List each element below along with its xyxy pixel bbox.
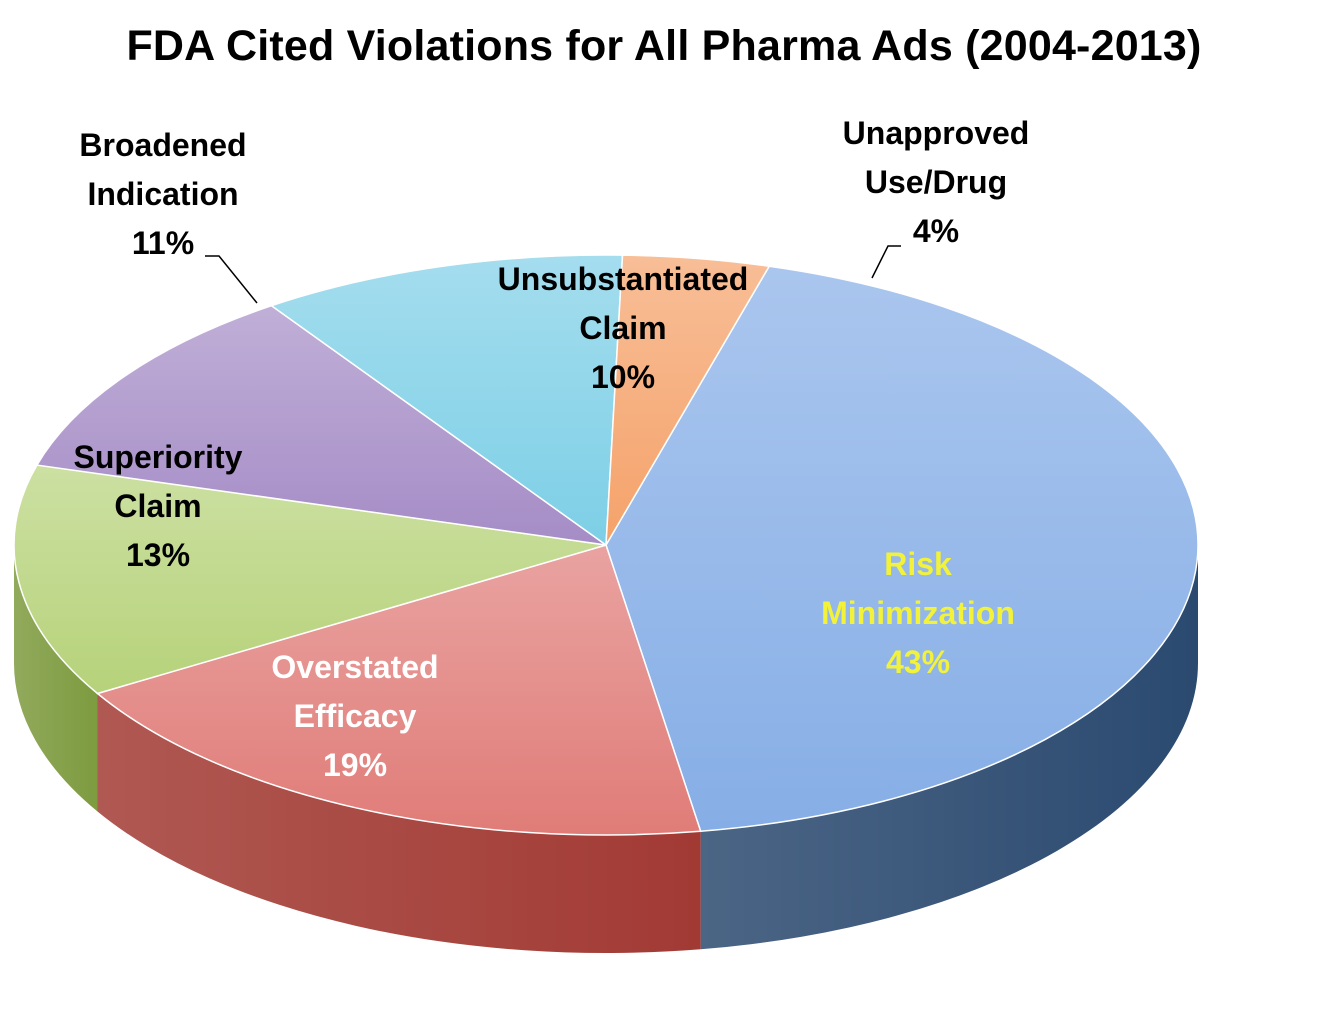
pie-sides — [14, 545, 1198, 953]
slice-percent-label-risk-minimization: 43% — [886, 644, 950, 680]
slice-label-overstated-efficacy: Overstated — [271, 649, 438, 685]
pie-slice-risk-minimization — [605, 265, 1199, 833]
pie-side-risk-minimization — [700, 545, 1198, 950]
slice-label-overstated-efficacy: Efficacy — [294, 698, 417, 734]
slice-label-unsubstantiated-claim: Claim — [579, 310, 666, 346]
pie-labels: Risk Minimization 43% Overstated Efficacy 19%… — [74, 115, 1030, 783]
slice-label-risk-minimization: Minimization — [821, 595, 1015, 631]
slice-label-broadened-indication: Broadened — [79, 127, 246, 163]
slice-label-unapproved-use-drug: Use/Drug — [865, 164, 1007, 200]
slice-label-unsubstantiated-claim: Unsubstantiated — [498, 261, 749, 297]
pie-slice-overstated-efficacy — [95, 544, 702, 836]
slice-percent-label-unapproved-use-drug: 4% — [913, 213, 959, 249]
slice-label-broadened-indication: Indication — [87, 176, 238, 212]
pie-slice-superiority-claim — [13, 464, 607, 695]
pie-slice-unsubstantiated-claim — [269, 254, 624, 547]
slice-percent-label-broadened-indication: 11% — [132, 225, 194, 261]
pie-side-superiority-claim — [14, 545, 98, 812]
slice-percent-label-unsubstantiated-claim: 10% — [591, 359, 655, 395]
chart-title: FDA Cited Violations for All Pharma Ads … — [126, 22, 1202, 70]
slice-label-unapproved-use-drug: Unapproved — [843, 115, 1030, 151]
slice-percent-label-overstated-efficacy: 19% — [323, 747, 387, 783]
pie-side-overstated-efficacy — [97, 693, 701, 953]
leader-line-broadened-indication — [205, 255, 258, 304]
pie-tops — [13, 254, 1199, 836]
slice-percent-label-superiority-claim: 13% — [126, 537, 190, 573]
slice-label-superiority-claim: Superiority — [74, 439, 243, 475]
slice-label-superiority-claim: Claim — [114, 488, 201, 524]
pie-slice-unapproved-use-drug — [605, 254, 771, 546]
pie-slice-broadened-indication — [35, 304, 607, 546]
slice-label-risk-minimization: Risk — [884, 546, 952, 582]
leader-line-unapproved-use-drug — [871, 245, 901, 279]
